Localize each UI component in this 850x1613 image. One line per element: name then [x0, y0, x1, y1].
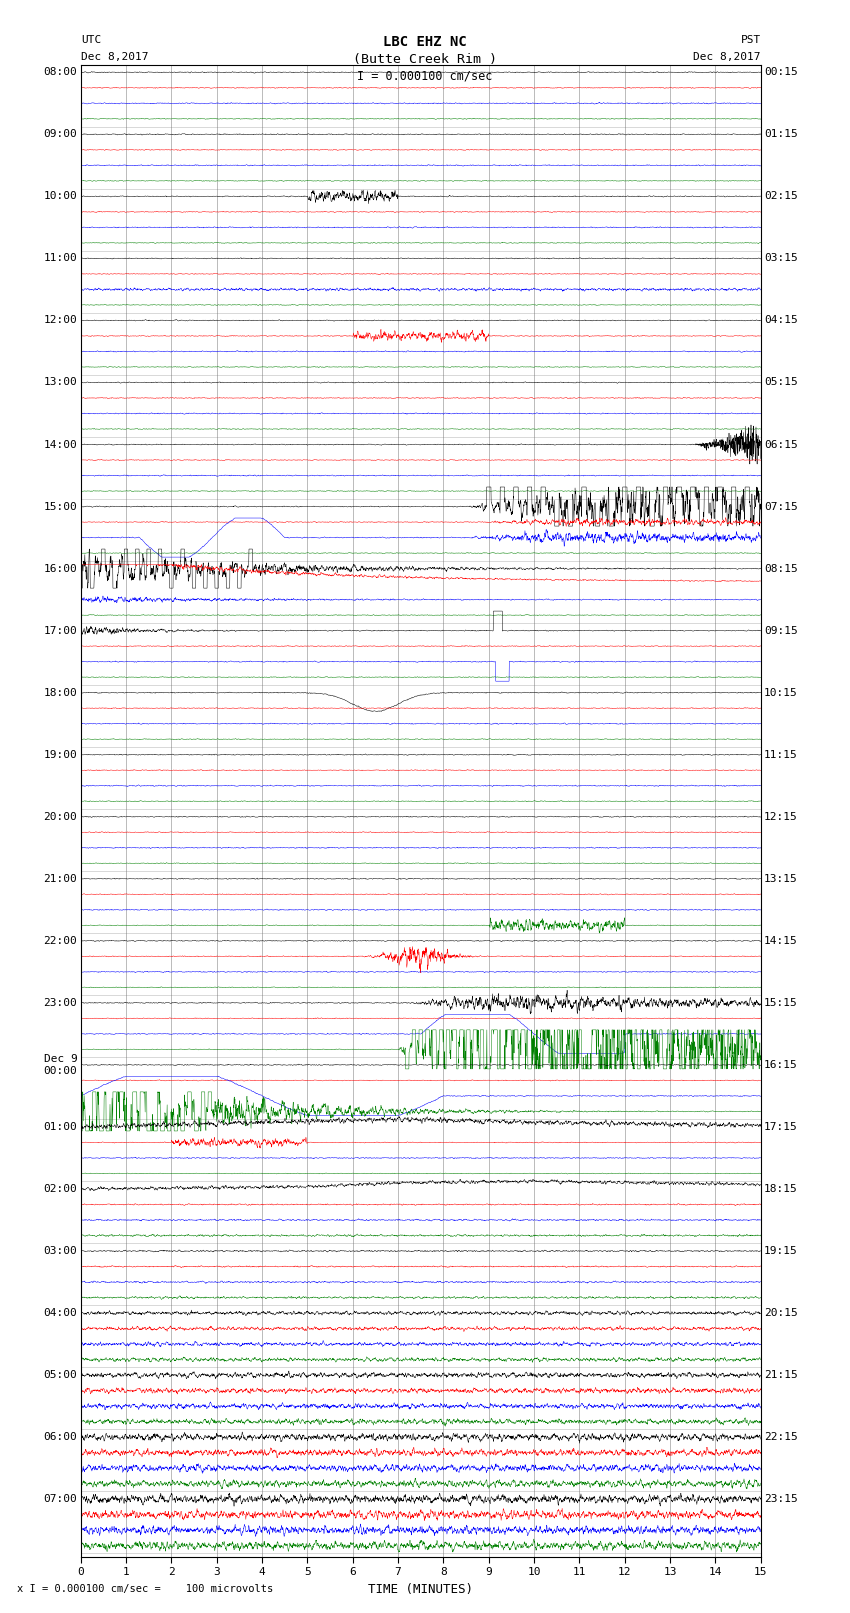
Text: 14:00: 14:00	[43, 439, 77, 450]
Text: 19:00: 19:00	[43, 750, 77, 760]
Text: 02:00: 02:00	[43, 1184, 77, 1194]
Text: 12:00: 12:00	[43, 316, 77, 326]
Text: 04:15: 04:15	[764, 316, 798, 326]
Text: 23:00: 23:00	[43, 998, 77, 1008]
Text: 15:15: 15:15	[764, 998, 798, 1008]
Text: 12:15: 12:15	[764, 811, 798, 821]
Text: 06:15: 06:15	[764, 439, 798, 450]
Text: 20:15: 20:15	[764, 1308, 798, 1318]
Text: 04:00: 04:00	[43, 1308, 77, 1318]
Text: 03:15: 03:15	[764, 253, 798, 263]
Text: 13:00: 13:00	[43, 377, 77, 387]
Text: 17:00: 17:00	[43, 626, 77, 636]
Text: 01:00: 01:00	[43, 1123, 77, 1132]
Text: PST: PST	[740, 35, 761, 45]
Text: 02:15: 02:15	[764, 192, 798, 202]
Text: 05:00: 05:00	[43, 1369, 77, 1381]
Text: 09:00: 09:00	[43, 129, 77, 139]
Text: 20:00: 20:00	[43, 811, 77, 821]
Text: 16:00: 16:00	[43, 563, 77, 574]
Text: Dec 9
00:00: Dec 9 00:00	[43, 1053, 77, 1076]
Text: 08:00: 08:00	[43, 68, 77, 77]
Text: 21:00: 21:00	[43, 874, 77, 884]
Text: 06:00: 06:00	[43, 1432, 77, 1442]
Text: Dec 8,2017: Dec 8,2017	[694, 52, 761, 61]
Text: 07:00: 07:00	[43, 1494, 77, 1505]
Text: 10:15: 10:15	[764, 687, 798, 698]
Text: 21:15: 21:15	[764, 1369, 798, 1381]
X-axis label: TIME (MINUTES): TIME (MINUTES)	[368, 1582, 473, 1595]
Text: Dec 8,2017: Dec 8,2017	[81, 52, 148, 61]
Text: 05:15: 05:15	[764, 377, 798, 387]
Text: 00:15: 00:15	[764, 68, 798, 77]
Text: 11:00: 11:00	[43, 253, 77, 263]
Text: 03:00: 03:00	[43, 1245, 77, 1257]
Text: 01:15: 01:15	[764, 129, 798, 139]
Text: 09:15: 09:15	[764, 626, 798, 636]
Text: 13:15: 13:15	[764, 874, 798, 884]
Text: 22:00: 22:00	[43, 936, 77, 945]
Text: 08:15: 08:15	[764, 563, 798, 574]
Text: 22:15: 22:15	[764, 1432, 798, 1442]
Text: UTC: UTC	[81, 35, 101, 45]
Text: 17:15: 17:15	[764, 1123, 798, 1132]
Text: 16:15: 16:15	[764, 1060, 798, 1069]
Text: 10:00: 10:00	[43, 192, 77, 202]
Text: 18:15: 18:15	[764, 1184, 798, 1194]
Text: (Butte Creek Rim ): (Butte Creek Rim )	[353, 53, 497, 66]
Text: 18:00: 18:00	[43, 687, 77, 698]
Text: 07:15: 07:15	[764, 502, 798, 511]
Text: x I = 0.000100 cm/sec =    100 microvolts: x I = 0.000100 cm/sec = 100 microvolts	[17, 1584, 273, 1594]
Text: 23:15: 23:15	[764, 1494, 798, 1505]
Text: LBC EHZ NC: LBC EHZ NC	[383, 35, 467, 50]
Text: 15:00: 15:00	[43, 502, 77, 511]
Text: 14:15: 14:15	[764, 936, 798, 945]
Text: 19:15: 19:15	[764, 1245, 798, 1257]
Text: 11:15: 11:15	[764, 750, 798, 760]
Text: I = 0.000100 cm/sec: I = 0.000100 cm/sec	[357, 69, 493, 82]
